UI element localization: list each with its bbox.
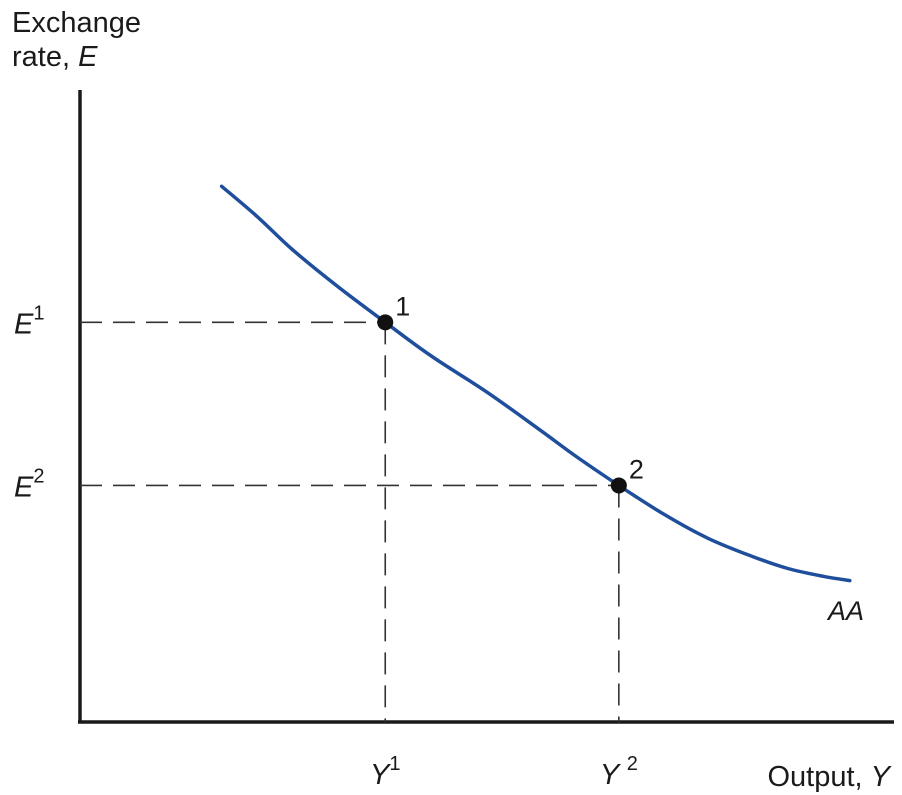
- x-tick-label-1: Y1: [370, 753, 400, 791]
- y-tick-labels: E1 E2: [14, 302, 44, 503]
- y-axis-title-symbol: E: [78, 41, 98, 73]
- x-axis-title: Output, Y: [767, 761, 892, 793]
- point-label-1: 1: [395, 291, 410, 321]
- point-1: [377, 314, 394, 331]
- y-axis-title-text: rate,: [12, 41, 78, 73]
- y-tick-label-2: E2: [14, 465, 44, 503]
- x-axis-title-text: Output,: [767, 761, 870, 793]
- aa-curve-line: [219, 184, 852, 583]
- x-axis-title-symbol: Y: [871, 761, 893, 793]
- y-axis-title-line1: Exchange: [12, 7, 141, 39]
- x-tick-label-2: Y 2: [600, 753, 638, 791]
- aa-curve-label: AA: [826, 596, 864, 626]
- y-axis-title-line2: rate, E: [12, 41, 98, 73]
- point-2: [610, 477, 627, 494]
- x-tick-labels: Y1 Y 2: [370, 753, 638, 791]
- y-tick-label-1: E1: [14, 302, 44, 340]
- point-label-2: 2: [629, 454, 644, 484]
- equilibrium-points: 12: [377, 291, 644, 494]
- dashed-guides: [80, 321, 620, 722]
